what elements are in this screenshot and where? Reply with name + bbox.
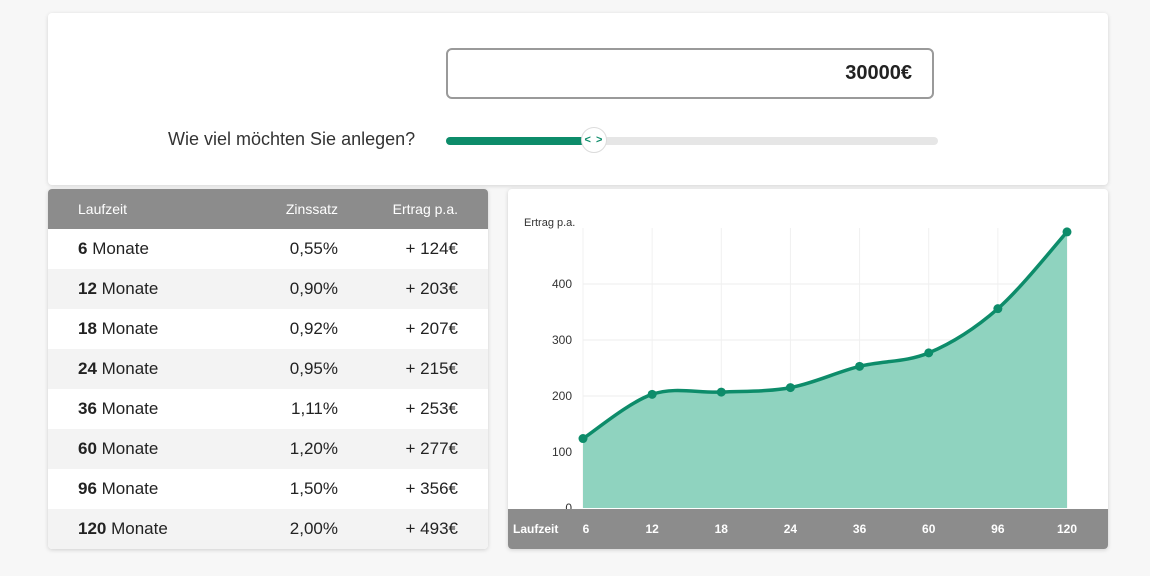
header-yield: Ertrag p.a. (392, 201, 458, 217)
y-tick-label: 400 (552, 277, 572, 291)
y-tick-label: 100 (552, 445, 572, 459)
table-row: 96 Monate 1,50% + 356€ (48, 469, 488, 509)
x-tick-label: 96 (991, 522, 1005, 536)
term-unit: Monate (96, 399, 159, 418)
x-tick-label: 120 (1057, 522, 1077, 536)
y-tick-label: 0 (565, 501, 572, 515)
term-cell: 36 Monate (48, 399, 228, 419)
table-row: 60 Monate 1,20% + 277€ (48, 429, 488, 469)
term-unit: Monate (87, 239, 149, 258)
x-axis-label: Laufzeit (513, 522, 558, 536)
yield-area (583, 231, 1067, 509)
rate-cell: 0,55% (289, 239, 338, 258)
rate-cell: 1,11% (291, 399, 338, 418)
yield-cell: + 253€ (405, 399, 458, 418)
x-tick-label: 12 (645, 522, 659, 536)
table-row: 6 Monate 0,55% + 124€ (48, 229, 488, 269)
table-row: 36 Monate 1,11% + 253€ (48, 389, 488, 429)
rate-cell: 1,20% (289, 439, 338, 458)
yield-cell: + 277€ (405, 439, 458, 458)
table-body: 6 Monate 0,55% + 124€ 12 Monate 0,90% + 203€ 1… (48, 229, 488, 549)
term-months: 6 (78, 239, 88, 258)
term-months: 18 (78, 319, 97, 338)
data-point (647, 389, 657, 399)
rate-cell: 0,90% (289, 279, 338, 298)
x-axis-bar (508, 509, 1108, 549)
data-point (578, 434, 588, 444)
term-months: 96 (78, 479, 97, 498)
rate-cell: 0,95% (289, 359, 338, 378)
amount-question-label: Wie viel möchten Sie anlegen? (168, 129, 416, 149)
rate-cell: 0,92% (289, 319, 338, 338)
term-unit: Monate (106, 519, 168, 538)
x-tick-label: 18 (715, 522, 729, 536)
term-unit: Monate (96, 319, 159, 338)
term-cell: 60 Monate (48, 439, 228, 459)
term-cell: 120 Monate (48, 519, 228, 539)
term-unit: Monate (96, 359, 159, 378)
x-tick-label: 36 (853, 522, 867, 536)
y-axis-label: Ertrag p.a. (524, 217, 575, 229)
x-tick-label: 60 (922, 522, 936, 536)
term-months: 36 (78, 399, 97, 418)
term-unit: Monate (96, 439, 159, 458)
term-cell: 96 Monate (48, 479, 228, 499)
slider-arrows-icon: < > (584, 134, 604, 146)
currency-symbol: € (900, 62, 912, 84)
rate-cell: 2,00% (289, 519, 338, 538)
table-row: 12 Monate 0,90% + 203€ (48, 269, 488, 309)
term-unit: Monate (96, 279, 159, 298)
rate-cell: 1,50% (289, 479, 338, 498)
term-cell: 12 Monate (48, 279, 228, 299)
rates-table: Laufzeit Zinssatz Ertrag p.a. 6 Monate 0,… (48, 189, 488, 549)
term-months: 24 (78, 359, 97, 378)
amount-slider[interactable]: < > (446, 127, 938, 153)
term-months: 60 (78, 439, 97, 458)
slider-fill (446, 137, 594, 145)
yield-cell: + 207€ (405, 319, 458, 338)
data-point (855, 361, 865, 371)
table-row: 24 Monate 0,95% + 215€ (48, 349, 488, 389)
data-point (1062, 227, 1072, 237)
term-cell: 18 Monate (48, 319, 228, 339)
y-tick-label: 300 (552, 333, 572, 347)
header-term: Laufzeit (78, 201, 128, 217)
x-tick-label: 24 (784, 522, 798, 536)
slider-handle[interactable]: < > (581, 127, 607, 153)
data-point (924, 348, 934, 358)
yield-chart-svg: 0 100 200 300 400 Ertrag p.a. Laufzeit 6 12 18 24 3… (508, 217, 1108, 549)
table-row: 18 Monate 0,92% + 207€ (48, 309, 488, 349)
term-unit: Monate (96, 479, 159, 498)
term-months: 12 (78, 279, 97, 298)
yield-chart: 0 100 200 300 400 Ertrag p.a. Laufzeit 6 12 18 24 3… (508, 189, 1108, 549)
yield-cell: + 493€ (405, 519, 458, 538)
x-tick-label: 6 (583, 522, 590, 536)
yield-cell: + 215€ (405, 359, 458, 378)
y-tick-label: 200 (552, 389, 572, 403)
data-point (993, 304, 1003, 314)
table-row: 120 Monate 2,00% + 493€ (48, 509, 488, 549)
term-cell: 6 Monate (48, 239, 228, 259)
term-months: 120 (78, 519, 107, 538)
table-header: Laufzeit Zinssatz Ertrag p.a. (48, 189, 488, 229)
data-point (785, 383, 795, 393)
term-cell: 24 Monate (48, 359, 228, 379)
yield-cell: + 203€ (405, 279, 458, 298)
header-rate: Zinssatz (285, 201, 338, 217)
amount-value: 30000 (845, 62, 901, 84)
yield-cell: + 356€ (405, 479, 458, 498)
amount-card: 30000 € Wie viel möchten Sie anlegen? < > (48, 13, 1108, 185)
yield-cell: + 124€ (405, 239, 458, 258)
amount-input[interactable]: 30000 € (446, 48, 934, 99)
data-point (716, 387, 726, 397)
